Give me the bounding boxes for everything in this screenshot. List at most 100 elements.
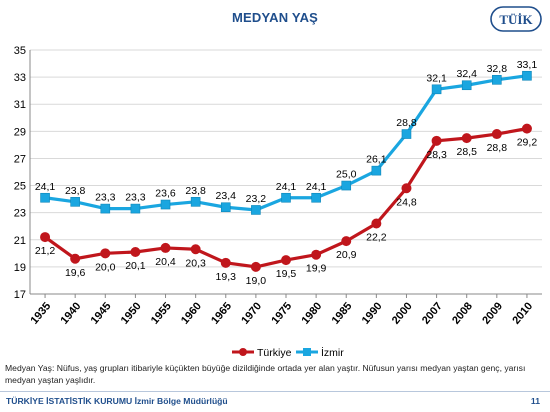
data-label: 19,3 [216, 271, 237, 283]
data-label: 19,5 [276, 268, 297, 280]
grid-lines [30, 49, 542, 295]
x-tick-label: 2008 [450, 300, 475, 326]
data-point [130, 246, 141, 257]
data-point [431, 84, 442, 95]
legend-marker [303, 348, 311, 356]
data-label: 19,6 [65, 267, 86, 279]
page-number: 11 [530, 396, 540, 406]
data-point [160, 242, 171, 253]
data-point [341, 236, 352, 247]
x-tick-label: 1935 [28, 300, 53, 326]
y-tick-label: 19 [14, 262, 26, 274]
x-tick-label: 1965 [209, 300, 234, 326]
data-point [40, 192, 50, 203]
data-point [220, 202, 231, 213]
data-point [401, 129, 412, 139]
data-point [461, 80, 472, 91]
data-point [492, 75, 502, 85]
x-tick-label: 1960 [179, 300, 204, 326]
data-label: 24,8 [396, 196, 417, 208]
data-label: 32,8 [487, 63, 508, 75]
x-tick-label: 1955 [149, 300, 174, 326]
data-point [100, 203, 111, 214]
data-point [371, 218, 382, 229]
data-point [70, 253, 81, 264]
data-label: 23,8 [65, 185, 86, 197]
logo-text: TÜİK [499, 12, 533, 27]
data-point [190, 244, 201, 255]
data-label: 33,1 [517, 59, 538, 71]
data-point [431, 135, 442, 146]
y-tick-label: 23 [14, 208, 26, 220]
median-age-chart: 17 19 21 23 25 27 29 31 33 35 1935 1940 1945 1950 1955… [14, 45, 542, 359]
data-point [100, 248, 111, 259]
y-tick-label: 35 [14, 45, 26, 57]
x-tick-label: 1985 [330, 300, 355, 326]
data-label: 24,1 [276, 181, 297, 193]
page-title: MEDYAN YAŞ [231, 10, 319, 25]
data-label: 26,1 [366, 154, 387, 166]
data-point [401, 183, 412, 194]
data-label: 19,0 [246, 275, 267, 287]
y-tick-label: 33 [14, 72, 26, 84]
x-tick-label: 1980 [299, 300, 324, 326]
data-label: 22,2 [366, 232, 387, 244]
legend: Türkiye İzmir [232, 346, 344, 359]
data-label: 25,0 [336, 169, 357, 181]
data-point [40, 232, 51, 243]
x-tick-label: 1990 [360, 300, 385, 326]
data-label: 23,3 [125, 192, 146, 204]
tuik-logo: TÜİK [490, 6, 542, 32]
y-tick-label: 21 [14, 235, 26, 247]
data-label: 28,5 [456, 146, 477, 158]
data-point [130, 203, 141, 214]
footer-org: TÜRKİYE İSTATİSTİK KURUMU [6, 396, 133, 406]
data-label: 28,3 [426, 149, 447, 161]
data-point [220, 257, 231, 268]
data-point [371, 165, 382, 176]
data-point [311, 192, 321, 203]
data-label: 24,1 [306, 181, 327, 193]
data-point [491, 129, 502, 140]
x-tick-label: 2007 [420, 300, 445, 326]
y-tick-label: 25 [14, 181, 26, 193]
data-point [341, 180, 352, 191]
data-point [521, 123, 532, 134]
x-tick-label: 2010 [510, 300, 535, 326]
data-label: 28,8 [396, 117, 417, 129]
data-label: 23,2 [246, 193, 267, 205]
data-label: 20,1 [125, 260, 146, 272]
data-point [160, 199, 171, 210]
data-label: 23,6 [155, 188, 176, 200]
data-label: 23,3 [95, 192, 116, 204]
data-label: 19,9 [306, 263, 327, 275]
footer-office: İzmir Bölge Müdürlüğü [134, 396, 228, 406]
data-label: 23,8 [185, 185, 206, 197]
legend-label: Türkiye [257, 347, 292, 359]
y-tick-label: 27 [14, 153, 26, 165]
x-tick-label: 1950 [119, 300, 144, 326]
data-point [311, 249, 322, 260]
data-point [251, 205, 261, 215]
data-point [250, 261, 261, 272]
data-point [281, 192, 291, 203]
y-tick-label: 17 [14, 289, 26, 301]
data-label: 29,2 [517, 137, 538, 149]
data-point [461, 133, 472, 144]
data-point [70, 197, 80, 207]
legend-marker [239, 348, 247, 356]
x-tick-label: 1970 [239, 300, 264, 326]
x-tick-label: 1940 [59, 300, 84, 326]
data-label: 20,9 [336, 249, 357, 261]
footer-text: TÜRKİYE İSTATİSTİK KURUMU İzmir Bölge Mü… [6, 396, 228, 406]
data-point [190, 197, 201, 207]
footer-divider [0, 391, 550, 392]
data-label: 32,1 [426, 72, 447, 84]
description-text: Medyan Yaş: Nüfus, yaş grupları itibariy… [5, 363, 526, 385]
data-label: 20,4 [155, 256, 176, 268]
data-labels: 21,2 19,6 20,0 20,1 20,4 20,3 19,3 19,0 19,5 19,9… [35, 59, 537, 287]
data-point [522, 70, 532, 81]
data-label: 28,8 [487, 142, 508, 154]
series-layer [40, 70, 532, 272]
legend-label: İzmir [321, 346, 344, 359]
